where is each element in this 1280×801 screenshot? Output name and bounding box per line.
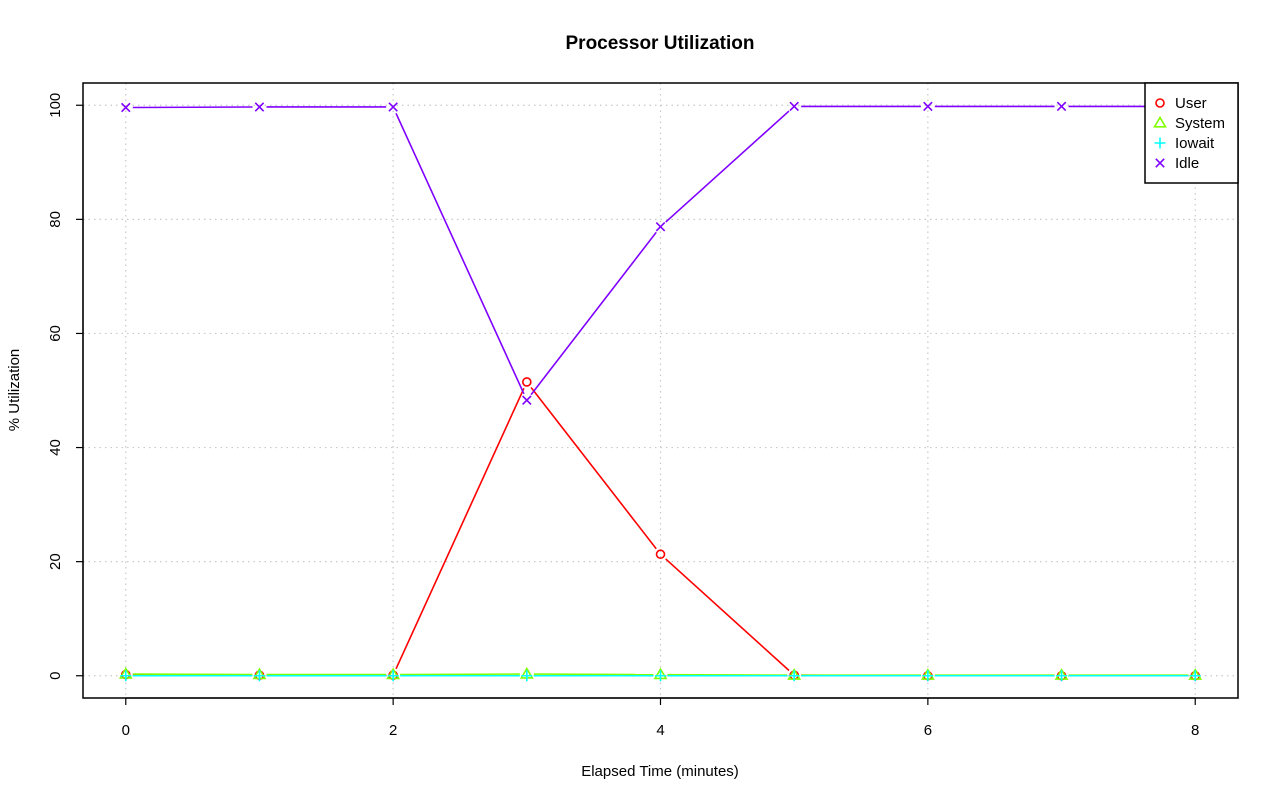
series-idle-point bbox=[655, 222, 666, 232]
series-idle-point bbox=[254, 102, 265, 112]
chart-title: Processor Utilization bbox=[566, 33, 755, 54]
series-layer bbox=[118, 101, 1203, 682]
series-user-segment bbox=[530, 386, 657, 550]
y-tick-label: 40 bbox=[47, 439, 64, 456]
x-tick-label: 2 bbox=[389, 722, 397, 739]
y-tick-label: 80 bbox=[47, 211, 64, 228]
series-user-segment bbox=[395, 387, 525, 670]
y-tick-label: 0 bbox=[47, 672, 64, 680]
legend-marker-system bbox=[1153, 115, 1167, 128]
series-idle-segment bbox=[665, 110, 790, 223]
series-iowait-point bbox=[521, 670, 533, 682]
x-tick-label: 0 bbox=[122, 722, 130, 739]
series-iowait-point bbox=[922, 670, 934, 682]
x-tick-label: 8 bbox=[1191, 722, 1199, 739]
legend: User System Iowait Idle bbox=[1144, 82, 1239, 184]
series-system-segment bbox=[132, 673, 253, 676]
y-tick-label: 20 bbox=[47, 553, 64, 570]
x-tick-label: 6 bbox=[924, 722, 932, 739]
legend-marker-iowait bbox=[1154, 137, 1166, 149]
series-iowait-point bbox=[253, 670, 265, 682]
series-user-segment bbox=[665, 558, 790, 672]
series-user-point bbox=[655, 549, 666, 560]
series-iowait-point bbox=[120, 670, 132, 682]
series-idle-point bbox=[522, 395, 532, 405]
legend-label-idle: Idle bbox=[1175, 155, 1199, 172]
series-iowait-point bbox=[788, 670, 800, 682]
series-iowait-point bbox=[655, 670, 666, 682]
legend-label-system: System bbox=[1175, 115, 1225, 132]
series-iowait-point bbox=[387, 670, 399, 682]
x-tick-label: 4 bbox=[656, 722, 664, 739]
series-user-point bbox=[522, 377, 532, 387]
series-idle-segment bbox=[395, 112, 525, 395]
series-iowait-point bbox=[1056, 670, 1068, 682]
series-system-segment bbox=[400, 673, 520, 676]
series-idle-point bbox=[1056, 101, 1067, 112]
y-tick-label: 100 bbox=[47, 93, 64, 118]
legend-marker-idle bbox=[1155, 158, 1165, 168]
legend-label-iowait: Iowait bbox=[1175, 135, 1215, 152]
x-axis-label: Elapsed Time (minutes) bbox=[581, 763, 739, 780]
series-idle-point bbox=[388, 102, 398, 112]
y-tick-label: 60 bbox=[47, 325, 64, 342]
series-idle-segment bbox=[132, 106, 253, 109]
y-axis-label: % Utilization bbox=[6, 349, 23, 432]
series-idle-point bbox=[789, 101, 799, 112]
series-system-segment bbox=[533, 673, 654, 676]
series-idle-point bbox=[121, 102, 131, 113]
series-idle-point bbox=[923, 101, 933, 112]
series-iowait bbox=[120, 670, 1201, 682]
series-idle-segment bbox=[530, 231, 657, 396]
legend-marker-user bbox=[1155, 98, 1165, 108]
legend-label-user: User bbox=[1175, 95, 1207, 112]
series-iowait-point bbox=[1189, 670, 1201, 682]
